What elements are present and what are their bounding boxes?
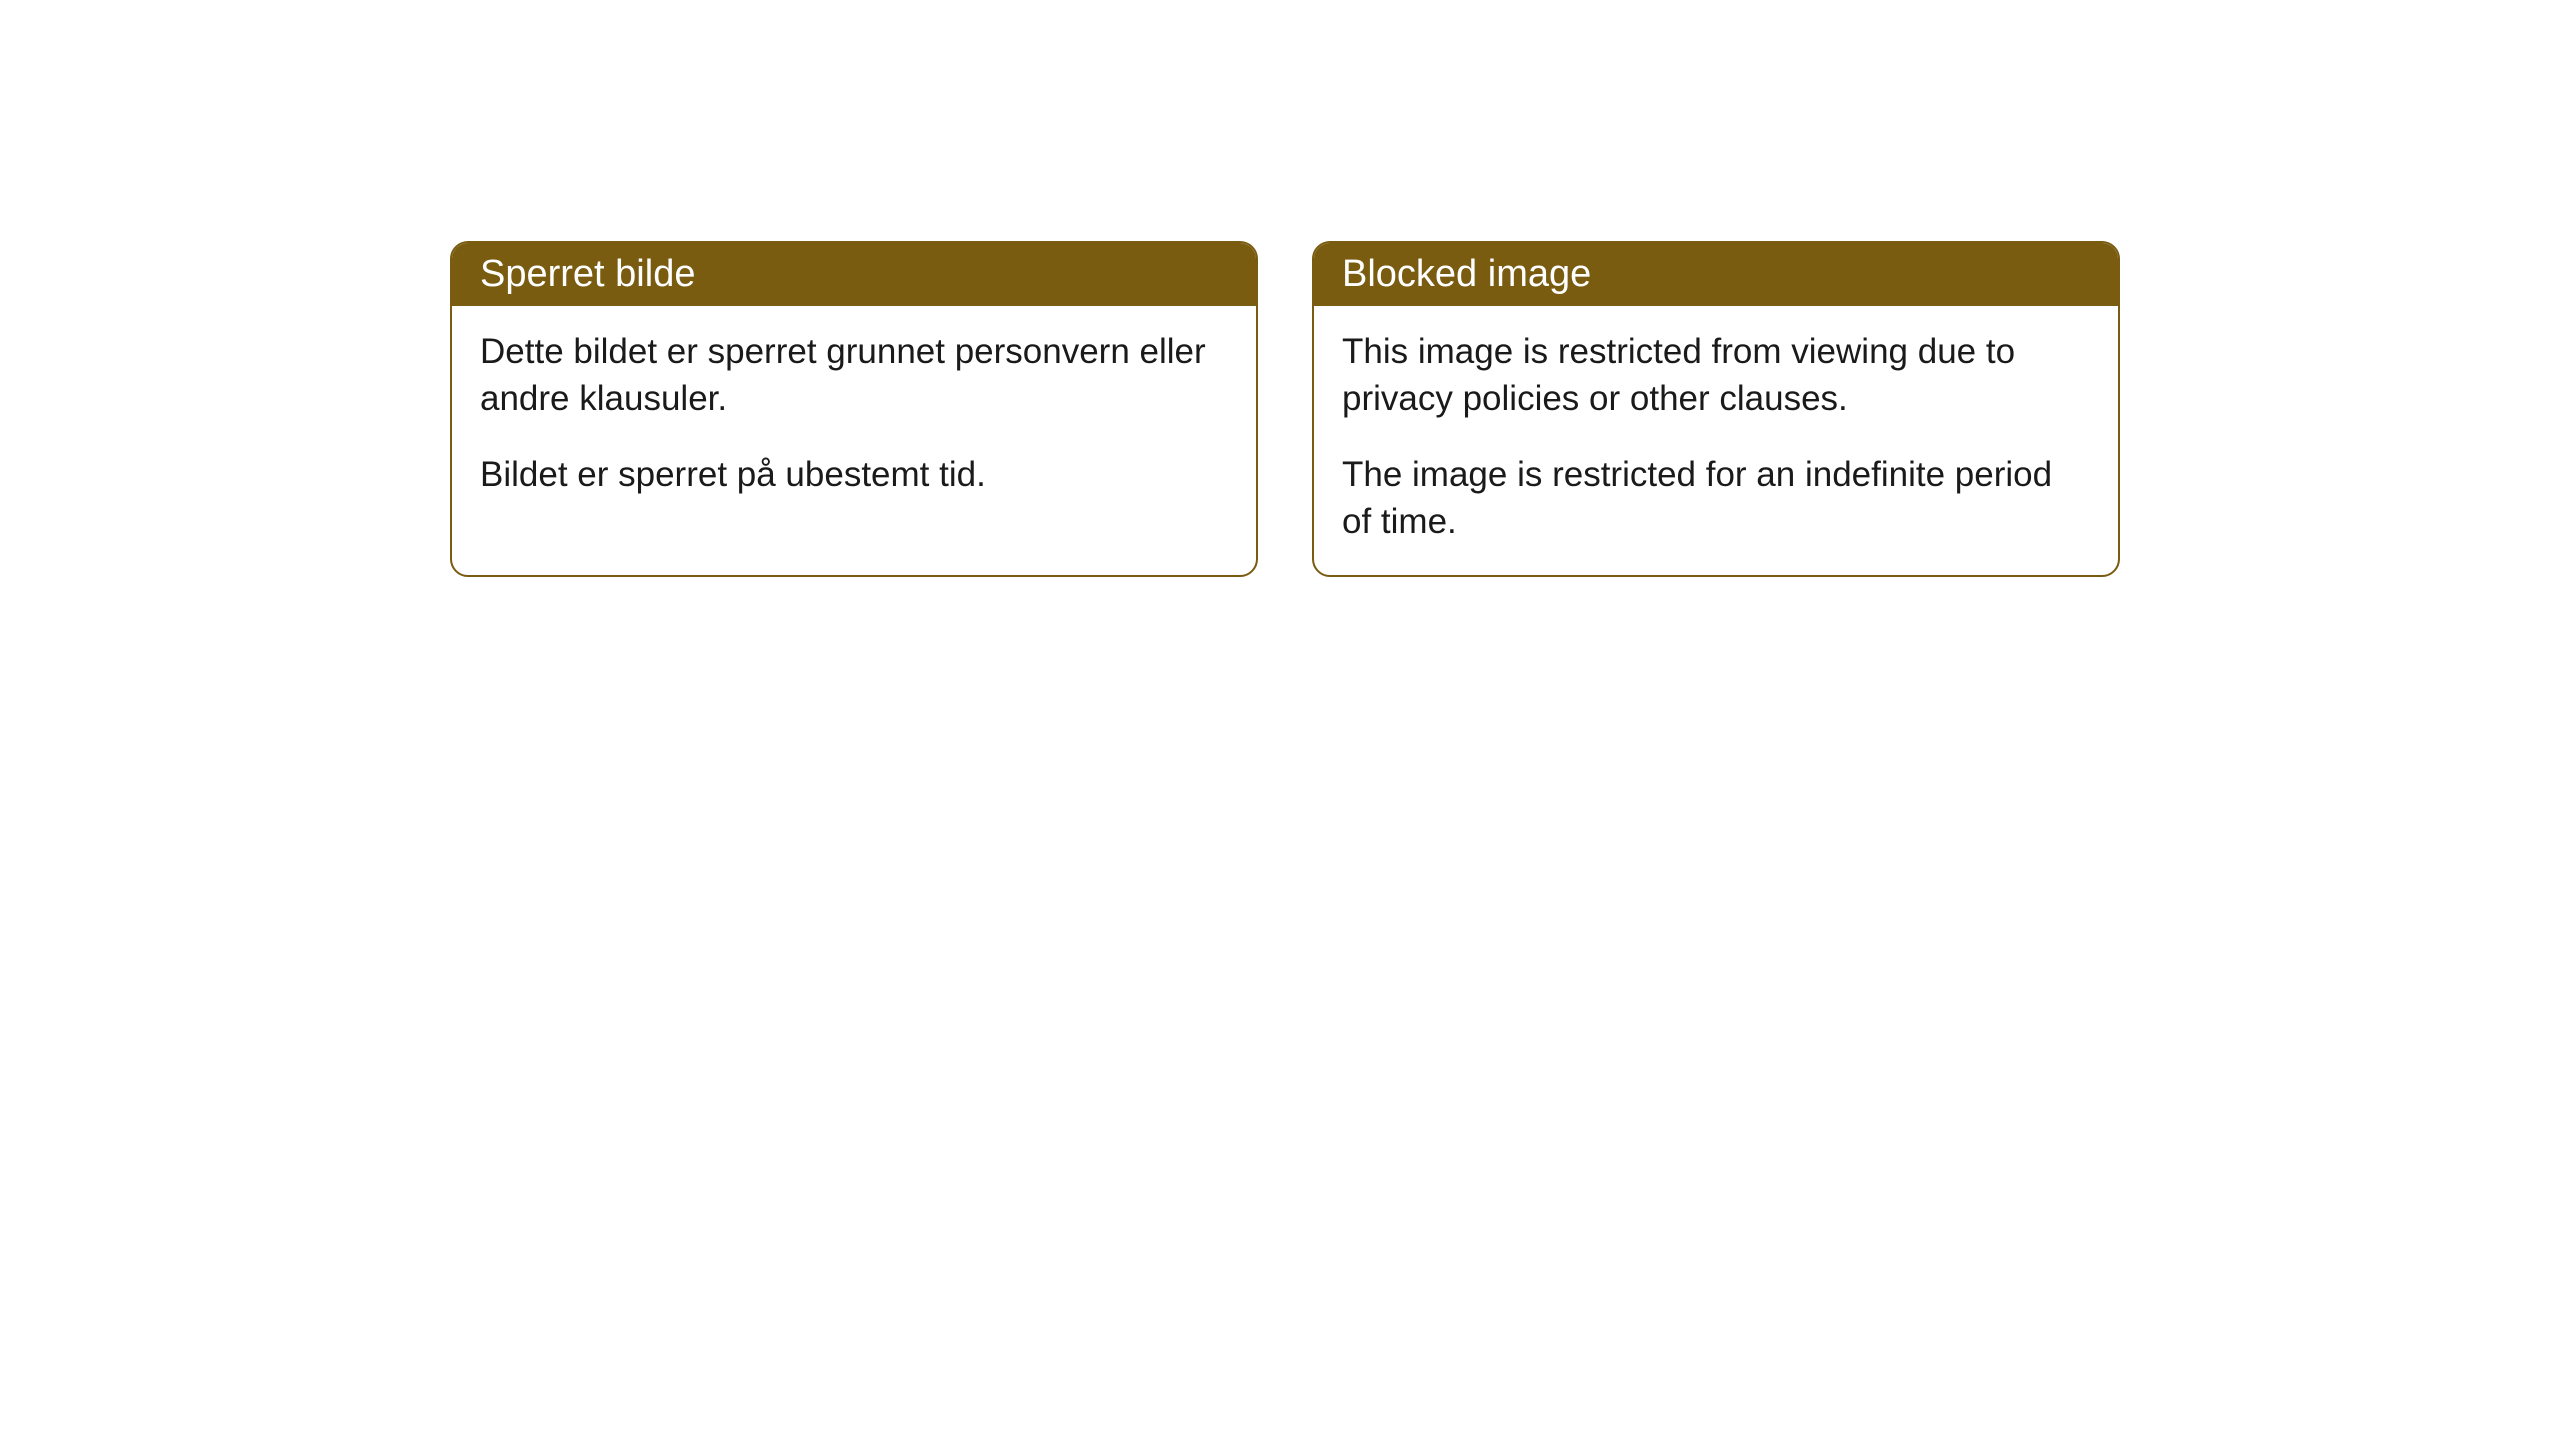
card-header-english: Blocked image <box>1314 243 2118 306</box>
notice-card-english: Blocked image This image is restricted f… <box>1312 241 2120 577</box>
notice-card-norwegian: Sperret bilde Dette bildet er sperret gr… <box>450 241 1258 577</box>
card-paragraph: Dette bildet er sperret grunnet personve… <box>480 328 1228 423</box>
card-header-norwegian: Sperret bilde <box>452 243 1256 306</box>
card-body-norwegian: Dette bildet er sperret grunnet personve… <box>452 306 1256 528</box>
card-paragraph: Bildet er sperret på ubestemt tid. <box>480 451 1228 498</box>
card-paragraph: This image is restricted from viewing du… <box>1342 328 2090 423</box>
card-body-english: This image is restricted from viewing du… <box>1314 306 2118 575</box>
notice-cards-container: Sperret bilde Dette bildet er sperret gr… <box>450 241 2120 577</box>
card-paragraph: The image is restricted for an indefinit… <box>1342 451 2090 546</box>
